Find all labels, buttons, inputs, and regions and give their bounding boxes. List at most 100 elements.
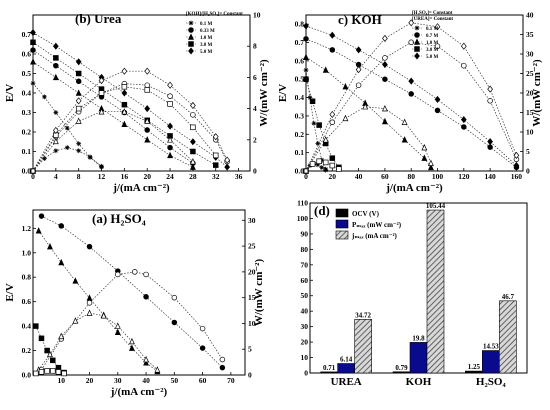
data-point [144,127,150,133]
data-point [144,67,151,75]
x-axis-label: j/(mA cm⁻²) [385,182,443,194]
panel-koh-chart: 0 20 40 60 80 100 120 140 1600.00.10.20.30.40.50… [277,11,543,195]
data-point [355,46,362,54]
bar-value-label: 34.72 [355,311,371,319]
y2-tick-label: 35 [526,30,534,39]
y-tick-label: 0.0 [22,167,32,176]
data-point [303,53,309,60]
data-point [42,156,47,161]
data-point [61,370,67,377]
panel-urea-chart: 0 4 8 12 16 20 24 28 32 360.00.10.20.30.40.50.60.… [4,11,270,195]
x-tick-label: 32 [212,172,220,181]
x-tick-label: 120 [458,172,470,181]
y-tick-label: 0.0 [295,167,305,176]
data-point [52,126,59,135]
y2-axis-label: W/(mW cm⁻²) [258,59,270,127]
x-tick-label: 4 [54,172,58,181]
data-point [382,34,388,42]
x-tick-label: 20 [86,376,94,385]
legend-label: 3.0 M [200,43,213,48]
legend-label: OCV (V) [352,210,380,218]
data-point [190,112,196,118]
data-point [52,137,59,145]
data-point [35,227,42,234]
series-line [32,32,228,168]
y-tick-label: 0.7 [22,30,32,39]
series-line [305,25,517,166]
data-point [76,148,82,154]
data-point [316,122,322,128]
bar [499,300,517,374]
data-point [58,223,65,229]
bar-value-label: 14.53 [483,343,499,351]
data-point [303,167,309,175]
data-point [144,136,151,143]
data-point [86,309,93,316]
y-tick-label: 0.2 [22,128,32,137]
data-point [329,31,336,39]
legend-label: 1.0 M [200,36,213,41]
data-point [52,42,59,50]
legend-label: 5.0 M [200,50,213,55]
data-point [53,55,59,61]
y2-tick-label: 6 [253,73,257,82]
legend-swatch [335,230,349,240]
data-point [121,108,128,115]
data-point [309,161,316,167]
data-point [121,101,128,108]
y2-axis-label: W/(mW cm⁻²) [531,59,543,127]
data-point [143,271,149,278]
data-point [189,158,196,165]
data-point [30,39,36,46]
x-tick-label: 16 [121,172,129,181]
y2-tick-label: 30 [526,50,534,59]
series-line [32,49,194,164]
y-tick-label: 0.5 [22,69,32,78]
bar-value-label: 46.7 [502,293,515,301]
y-tick-label: 1.0 [22,248,32,257]
legend-title: [H₂SO₄]= Constant [412,11,453,16]
data-point [487,138,493,146]
series-line [41,215,223,368]
data-point [382,55,388,61]
bar [426,209,445,374]
data-point [47,243,53,250]
data-point [303,36,309,42]
legend-swatch [335,219,349,229]
series-line [32,70,228,172]
data-point [98,76,105,85]
legend-marker [414,52,420,60]
series-line [32,61,194,168]
x-tick-label: 36 [235,172,243,181]
legend-label: 1.0 M [426,41,439,46]
y2-tick-label: 4 [253,104,257,113]
data-point [167,151,173,159]
plot-frame [32,209,246,376]
data-point [382,76,388,82]
legend-label: 0.7 M [426,34,439,39]
data-point [323,167,329,173]
data-point [434,107,441,114]
y-tick-label: 0.8 [295,20,305,29]
y-tick-label: 0.5 [295,75,305,84]
data-point [98,108,105,115]
data-point [382,60,388,69]
x-tick-label: 20 [329,172,337,181]
data-point [30,58,36,65]
bar [392,371,411,374]
y-tick-label: 0.6 [22,50,32,59]
data-point [33,323,39,329]
data-point [303,22,309,30]
legend-title: [UREA]= Constant [412,17,453,22]
data-point [342,114,349,122]
data-point [75,97,82,105]
y2-tick-label: 10 [526,128,534,137]
data-point [167,136,173,143]
legend-marker [414,46,420,52]
data-point [121,120,128,127]
y-tick-label: 0.0 [22,371,32,380]
y-tick-label: 0.2 [22,346,32,355]
data-point [434,23,441,31]
panel-title: (d) [314,203,330,218]
data-point [58,332,65,340]
